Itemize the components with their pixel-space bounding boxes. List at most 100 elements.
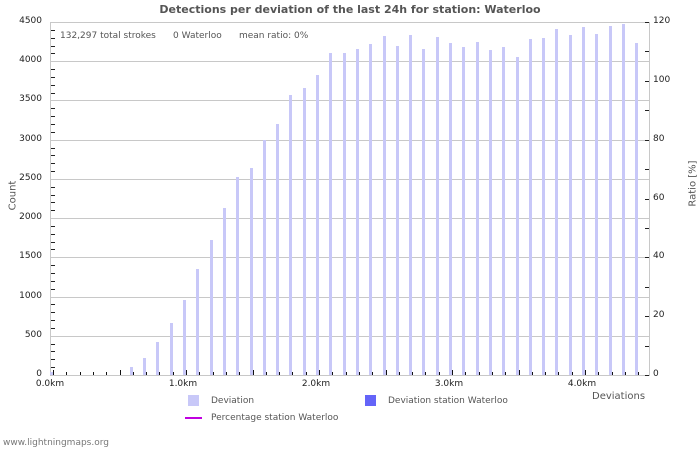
y2-minor-tick — [645, 286, 649, 288]
bar-deviation — [635, 43, 639, 375]
bar-deviation — [329, 53, 333, 375]
bar-deviation — [262, 139, 266, 375]
x-tick-mark — [332, 372, 334, 375]
gridline — [50, 178, 650, 180]
x-tick-mark — [585, 370, 586, 375]
legend-deviation-station-label: Deviation station Waterloo — [388, 396, 508, 406]
x-tick-mark — [398, 372, 400, 375]
minor-tick — [51, 171, 55, 173]
x-tick-label: 3.0km — [434, 379, 464, 389]
footer-source: www.lightningmaps.org — [3, 438, 109, 448]
plot-frame — [50, 22, 650, 375]
bar-deviation — [156, 342, 160, 375]
minor-tick — [51, 194, 55, 196]
x-tick-mark — [385, 370, 387, 375]
bar-deviation — [222, 207, 226, 375]
bar-deviation — [621, 23, 625, 375]
x-tick-mark — [425, 372, 427, 375]
gridline — [50, 218, 650, 220]
x-tick-mark — [225, 372, 227, 375]
bar-deviation — [143, 357, 147, 375]
y-tick-label: 500 — [24, 329, 42, 340]
y2-tick-label: 100 — [653, 74, 671, 85]
minor-tick — [51, 131, 55, 133]
minor-tick — [51, 147, 55, 149]
bar-deviation — [449, 43, 452, 375]
bar-deviation — [249, 167, 253, 375]
y2-tick-label: 0 — [653, 369, 659, 379]
x-tick-mark — [66, 372, 68, 375]
x-tick-mark — [265, 372, 267, 375]
minor-tick — [51, 202, 55, 204]
station-count: 0 Waterloo — [173, 31, 222, 41]
legend-deviation-swatch — [188, 395, 199, 406]
x-tick-mark — [438, 372, 440, 375]
legend-deviation-label: Deviation — [211, 396, 255, 406]
gridline — [50, 335, 650, 337]
x-tick-mark — [452, 370, 453, 375]
bar-deviation — [582, 27, 585, 375]
stats-line: 132,297 total strokes 0 Waterloo mean ra… — [60, 31, 308, 41]
x-tick-mark — [558, 372, 560, 375]
x-tick-mark — [518, 370, 520, 375]
y2-minor-tick — [645, 110, 649, 112]
x-tick-mark — [505, 372, 507, 375]
x-tick-label: 2.0km — [301, 379, 331, 389]
bar-deviation — [542, 38, 546, 375]
x-tick-label: 0.0km — [35, 379, 65, 389]
x-tick-mark — [199, 372, 201, 375]
x-tick-mark — [53, 370, 54, 375]
bar-deviation — [488, 50, 492, 375]
minor-tick — [51, 186, 55, 188]
bar-deviation — [355, 48, 359, 375]
x-tick-mark — [372, 372, 374, 375]
y2-tick — [645, 375, 649, 376]
y-axis-right-label: Ratio [%] — [687, 160, 699, 207]
x-tick-mark — [119, 370, 121, 375]
x-tick-mark — [146, 372, 148, 375]
bar-deviation — [289, 95, 293, 375]
x-tick-mark — [79, 372, 81, 375]
gridline — [50, 139, 650, 141]
y2-tick — [645, 22, 649, 23]
minor-tick — [51, 155, 55, 157]
bar-deviation — [236, 177, 240, 375]
x-tick-mark — [132, 372, 134, 375]
x-axis-line — [50, 375, 650, 376]
minor-tick — [51, 210, 55, 212]
gridline — [50, 61, 650, 63]
bar-deviation — [169, 322, 173, 375]
y2-minor-tick — [645, 227, 649, 229]
minor-tick — [51, 69, 55, 71]
legend-percentage-line — [185, 417, 202, 419]
y-tick-label: 4500 — [19, 16, 42, 26]
minor-tick — [51, 76, 55, 78]
x-tick-mark — [252, 370, 254, 375]
y2-minor-tick — [645, 51, 649, 53]
bar-deviation — [302, 88, 306, 375]
bar-deviation — [515, 56, 519, 375]
y2-tick — [645, 257, 649, 259]
minor-tick — [51, 343, 55, 345]
x-tick-mark — [465, 372, 467, 375]
x-tick-mark — [412, 372, 414, 375]
gridline — [50, 100, 650, 102]
bar-deviation — [422, 49, 426, 375]
x-tick-mark — [279, 372, 281, 375]
y-tick-label: 2000 — [19, 212, 42, 223]
minor-tick — [51, 249, 55, 251]
minor-tick — [51, 359, 55, 361]
mean-ratio: mean ratio: 0% — [238, 31, 309, 41]
minor-tick — [51, 304, 55, 306]
x-tick-mark — [611, 372, 613, 375]
minor-tick — [51, 280, 55, 282]
y-axis-left-label: Count — [7, 180, 19, 211]
bar-deviation — [369, 44, 373, 375]
x-tick-mark — [319, 370, 320, 375]
minor-tick — [51, 225, 55, 227]
x-tick-label: 4.0km — [567, 379, 597, 389]
bar-deviation — [382, 36, 386, 375]
y2-tick-label: 60 — [653, 192, 665, 203]
y2-tick — [645, 198, 649, 200]
x-tick-mark — [345, 372, 347, 375]
